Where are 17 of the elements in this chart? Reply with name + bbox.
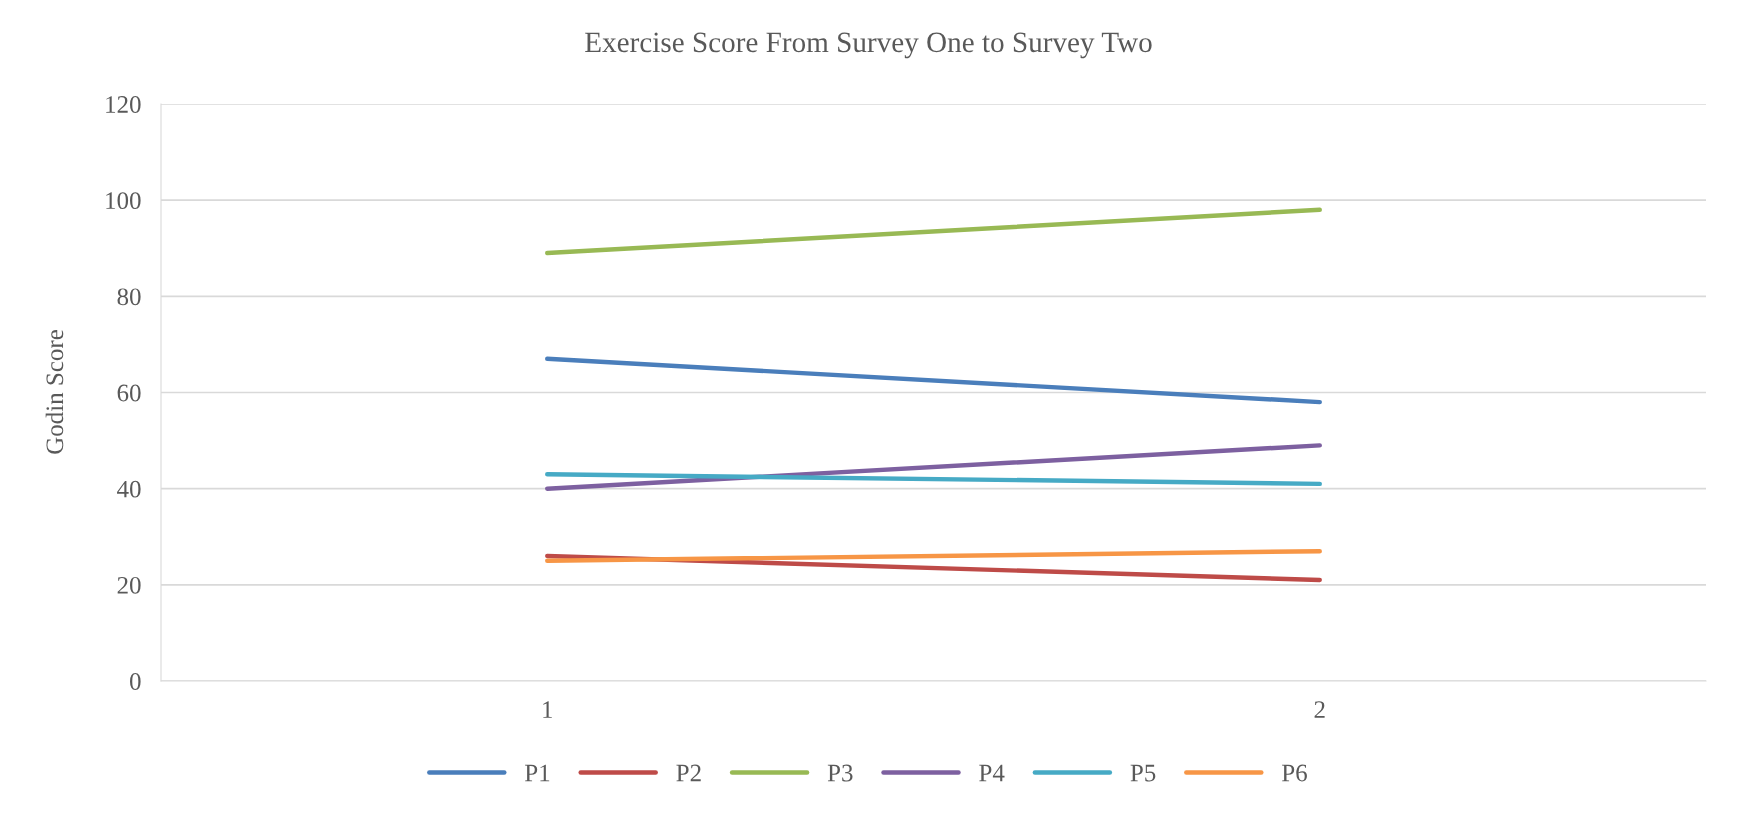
y-tick-label: 40 <box>117 480 141 498</box>
y-tick-label: 0 <box>130 673 141 690</box>
legend-label: P6 <box>1282 764 1307 782</box>
legend-label: P4 <box>979 764 1005 782</box>
chart-title: Exercise Score From Survey One to Survey Two <box>585 32 1152 59</box>
x-tick-label: 1 <box>543 701 552 718</box>
y-axis-title: Godin Score <box>45 330 64 454</box>
y-tick-label: 20 <box>117 576 141 594</box>
y-tick-label: 60 <box>117 384 141 402</box>
y-tick-label: 120 <box>106 96 141 113</box>
legend-label: P5 <box>1130 764 1156 782</box>
legend-label: P3 <box>827 764 853 782</box>
y-tick-label: 100 <box>106 192 141 210</box>
x-tick-label: 2 <box>1314 701 1325 718</box>
legend-label: P1 <box>525 764 550 782</box>
y-tick-label: 80 <box>117 288 141 306</box>
legend-label: P2 <box>676 764 701 782</box>
